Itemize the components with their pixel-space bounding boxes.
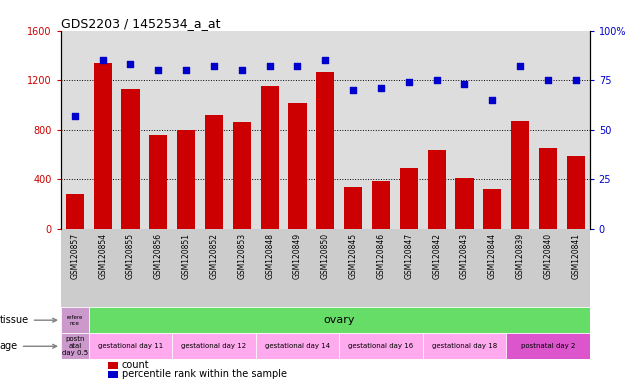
Bar [400, 168, 418, 229]
Point [320, 57, 331, 63]
Text: GSM120857: GSM120857 [71, 233, 79, 279]
Point [97, 57, 108, 63]
Text: gestational day 11: gestational day 11 [98, 343, 163, 349]
Text: ovary: ovary [324, 315, 355, 325]
Bar [88, 333, 172, 359]
Bar [149, 135, 167, 229]
Text: count: count [122, 360, 149, 370]
Point [543, 77, 553, 83]
Bar [372, 180, 390, 229]
Text: GSM120851: GSM120851 [181, 233, 190, 279]
Bar [94, 63, 112, 229]
Bar [108, 362, 118, 369]
Bar [261, 86, 279, 229]
Text: GSM120854: GSM120854 [98, 233, 107, 279]
Text: refere
nce: refere nce [67, 315, 83, 326]
Bar [506, 333, 590, 359]
Point [515, 63, 525, 70]
Point [209, 63, 219, 70]
Bar [316, 71, 335, 229]
Bar [483, 189, 501, 229]
Point [404, 79, 414, 85]
Point [348, 87, 358, 93]
Text: GSM120842: GSM120842 [432, 233, 441, 279]
Point [431, 77, 442, 83]
Text: GSM120856: GSM120856 [154, 233, 163, 279]
Text: tissue: tissue [0, 315, 56, 325]
Text: age: age [0, 341, 56, 351]
Text: GDS2203 / 1452534_a_at: GDS2203 / 1452534_a_at [61, 17, 221, 30]
Bar [344, 187, 362, 229]
Bar [288, 103, 306, 229]
Text: GSM120852: GSM120852 [210, 233, 219, 279]
Point [487, 97, 497, 103]
Text: percentile rank within the sample: percentile rank within the sample [122, 369, 287, 379]
Text: gestational day 16: gestational day 16 [348, 343, 413, 349]
Bar [121, 89, 140, 229]
Text: gestational day 14: gestational day 14 [265, 343, 330, 349]
Bar [256, 333, 339, 359]
Text: gestational day 18: gestational day 18 [432, 343, 497, 349]
Text: GSM120843: GSM120843 [460, 233, 469, 279]
Bar [233, 122, 251, 229]
Point [126, 61, 136, 68]
Bar [511, 121, 529, 229]
Text: GSM120839: GSM120839 [515, 233, 524, 279]
Text: GSM120841: GSM120841 [571, 233, 580, 279]
Text: GSM120853: GSM120853 [237, 233, 246, 279]
Bar [108, 371, 118, 379]
Point [570, 77, 581, 83]
Text: GSM120848: GSM120848 [265, 233, 274, 279]
Point [292, 63, 303, 70]
Text: GSM120850: GSM120850 [320, 233, 330, 279]
Text: gestational day 12: gestational day 12 [181, 343, 247, 349]
Text: GSM120855: GSM120855 [126, 233, 135, 279]
Bar [61, 307, 88, 333]
Bar [66, 194, 84, 229]
Point [460, 81, 470, 87]
Text: GSM120845: GSM120845 [349, 233, 358, 279]
Bar [339, 333, 422, 359]
Point [265, 63, 275, 70]
Text: GSM120849: GSM120849 [293, 233, 302, 279]
Bar [455, 178, 474, 229]
Text: postn
atal
day 0.5: postn atal day 0.5 [62, 336, 88, 356]
Bar [177, 130, 196, 229]
Text: postnatal day 2: postnatal day 2 [520, 343, 575, 349]
Text: GSM120847: GSM120847 [404, 233, 413, 279]
Text: GSM120840: GSM120840 [544, 233, 553, 279]
Text: GSM120844: GSM120844 [488, 233, 497, 279]
Point [237, 67, 247, 73]
Bar [61, 333, 88, 359]
Bar [172, 333, 256, 359]
Point [181, 67, 191, 73]
Bar [428, 150, 445, 229]
Point [153, 67, 163, 73]
Bar [422, 333, 506, 359]
Point [70, 113, 80, 119]
Point [376, 85, 386, 91]
Bar [539, 148, 557, 229]
Bar [205, 115, 223, 229]
Bar [567, 156, 585, 229]
Text: GSM120846: GSM120846 [376, 233, 385, 279]
